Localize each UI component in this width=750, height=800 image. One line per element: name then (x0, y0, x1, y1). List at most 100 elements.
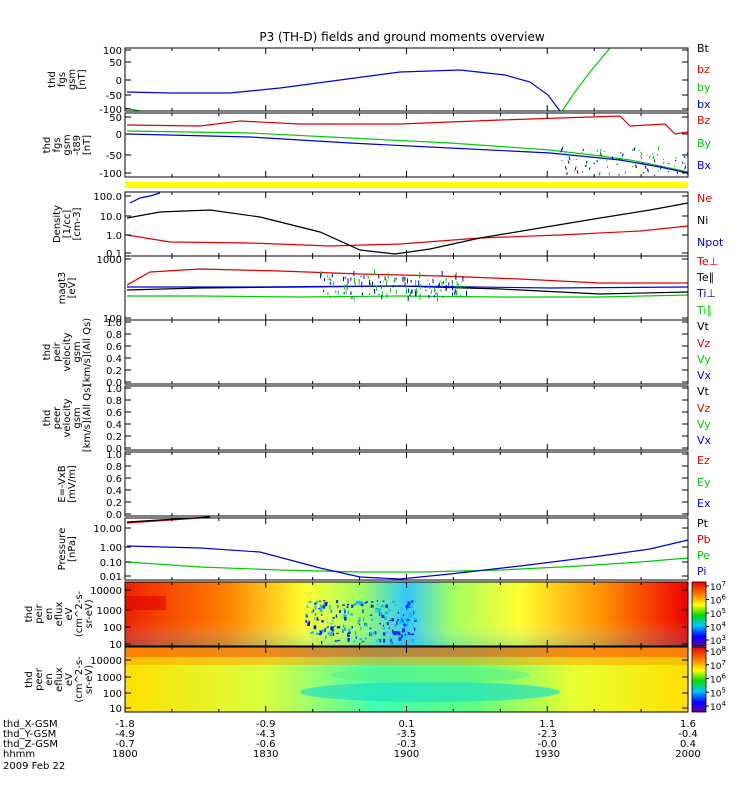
series-line-7-3 (126, 539, 689, 580)
x-tick-label: 1900 (394, 749, 419, 760)
y-tick-label: 1.0 (106, 384, 122, 395)
field-noise (657, 170, 660, 172)
spectrogram-noise (311, 610, 314, 614)
field-noise (681, 161, 684, 164)
spectrogram-noise (329, 632, 333, 635)
spectrogram-noise (392, 630, 394, 634)
spectrogram-noise (396, 631, 400, 635)
y-axis-label: [km/s](All Qs) (82, 384, 93, 452)
spectrogram-noise (327, 632, 330, 635)
spectrogram-noise (312, 609, 315, 612)
spectrogram-noise (392, 600, 395, 603)
spectrogram-noise (389, 624, 391, 627)
field-noise (676, 171, 679, 175)
spectrogram-noise (322, 605, 326, 609)
spectrogram-noise (411, 600, 414, 603)
spectrogram-noise (316, 617, 318, 620)
x-tick-label: -0.4 (678, 729, 698, 740)
spectrogram-noise (318, 600, 322, 602)
field-noise (633, 147, 636, 152)
spectrogram-noise (405, 622, 409, 626)
field-noise (656, 154, 659, 156)
field-noise (668, 162, 670, 165)
spectrogram-noise (379, 639, 381, 643)
spectrogram-noise (361, 601, 364, 604)
colorbar-tick-label: 107 (710, 659, 726, 672)
field-noise (653, 158, 656, 160)
spectrogram-noise (321, 629, 325, 633)
x-tick-label: 1800 (112, 749, 137, 760)
spectrogram-noise (330, 622, 333, 625)
spectrogram-noise (402, 614, 405, 617)
y-tick-label: 0 (116, 130, 122, 141)
y-axis-label: thd (42, 137, 53, 154)
spectrogram-noise (329, 604, 331, 609)
spectrogram-noise (333, 626, 335, 628)
y-axis-label: eflux (54, 602, 65, 627)
spectrogram-noise (359, 638, 363, 641)
series-line-3-2 (127, 285, 689, 289)
colorbar-tick-label: 108 (710, 645, 726, 658)
spectrogram-noise (408, 606, 411, 608)
y-tick-label: 1000 (97, 673, 122, 684)
electron-spectrogram-core (300, 682, 560, 702)
spectrogram-noise (381, 614, 385, 618)
colorbar-tick-label: 105 (710, 607, 726, 620)
spectrogram-noise (348, 631, 351, 635)
y-axis-label: thd (47, 71, 58, 88)
spectrogram-noise (308, 620, 311, 624)
spectrogram-noise (347, 638, 350, 642)
y-axis-label: Density (52, 205, 63, 243)
spectrogram-noise (337, 606, 339, 609)
legend-Te∥: Te∥ (696, 271, 714, 284)
y-axis-label: gsm (67, 69, 78, 90)
spectrogram-noise (308, 601, 312, 604)
spectrogram-noise (338, 610, 342, 613)
panel-frame (124, 47, 689, 112)
y-tick-label: 10.0 (100, 212, 122, 223)
y-axis-label: thd (24, 671, 35, 688)
spectrogram-noise (414, 600, 416, 603)
spectrogram-noise (398, 631, 401, 636)
panel-peir-spec: 10000 1000 100 10 thd peir en eflux eV (cm^2-s-sr… (24, 580, 726, 651)
spectrogram-noise (327, 626, 329, 628)
field-noise (606, 160, 608, 162)
y-tick-label: -50 (106, 151, 122, 162)
legend-bx: bx (697, 98, 711, 111)
field-noise (634, 164, 637, 169)
legend-Ez: Ez (697, 454, 710, 467)
spectrogram-noise (321, 620, 324, 623)
spectrogram-noise (362, 609, 364, 614)
spectrogram-noise (334, 640, 337, 642)
spectrogram-noise (378, 638, 380, 641)
series-line-0-0 (561, 47, 611, 112)
field-noise (684, 165, 687, 170)
field-noise (618, 173, 620, 176)
spectrogram-noise (356, 622, 360, 624)
panel-peir-velocity: 1.00.80.60.40.20.0 thd peir velocity gsm [km/… (42, 318, 712, 389)
spectrogram-noise (359, 601, 362, 605)
spectrogram-noise (342, 629, 344, 633)
legend-Te⊥: Te⊥ (696, 255, 718, 268)
series-line-1-0 (126, 115, 689, 135)
spectrogram-noise (322, 603, 325, 606)
legend-Ti∥: Ti∥ (696, 304, 712, 317)
y-tick-label: -100 (99, 169, 122, 180)
y-axis-label: peer (52, 406, 63, 430)
spectrogram-noise (348, 634, 350, 637)
field-noise (647, 169, 649, 171)
field-noise (608, 172, 611, 176)
spectrogram-noise (314, 617, 316, 621)
y-tick-label: 100 (103, 689, 122, 700)
y-tick-label: 0.2 (106, 432, 122, 443)
y-tick-label: 10 (109, 704, 122, 715)
y-tick-label: 50 (109, 113, 122, 124)
y-tick-label: 1.0 (106, 318, 122, 329)
panel-peer-velocity: 1.00.80.60.40.20.0 thd peer velocity gsm [km/… (42, 384, 712, 455)
spectrogram-noise (380, 604, 384, 608)
field-noise (574, 166, 577, 171)
spectrogram-noise (365, 601, 368, 604)
field-noise (674, 159, 677, 162)
field-noise (648, 155, 651, 159)
